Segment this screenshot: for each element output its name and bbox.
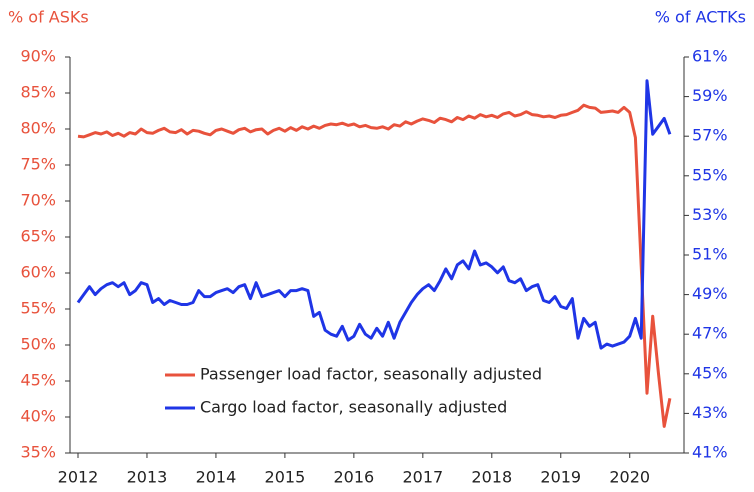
- y2-axis-label: % of ACTKs: [655, 8, 746, 27]
- x-tick-label: 2017: [402, 468, 443, 487]
- y-axis-label: % of ASKs: [8, 8, 89, 27]
- x-tick-label: 2012: [58, 468, 99, 487]
- y-tick-label: 70%: [20, 191, 56, 210]
- series-line: [76, 79, 672, 350]
- y2-tick-label: 61%: [692, 47, 728, 66]
- y2-tick-label: 55%: [692, 165, 728, 184]
- y-tick-label: 55%: [20, 299, 56, 318]
- y2-tick-label: 49%: [692, 284, 728, 303]
- y-tick-label: 90%: [20, 47, 56, 66]
- y-tick-label: 50%: [20, 335, 56, 354]
- y2-tick-label: 43%: [692, 403, 728, 422]
- x-tick-label: 2015: [265, 468, 306, 487]
- x-tick-label: 2019: [540, 468, 581, 487]
- y-tick-label: 45%: [20, 371, 56, 390]
- y-tick-label: 85%: [20, 83, 56, 102]
- y-tick-label: 80%: [20, 119, 56, 138]
- legend-label: Cargo load factor, seasonally adjusted: [200, 398, 507, 417]
- x-tick-label: 2018: [471, 468, 512, 487]
- x-tick-label: 2013: [127, 468, 168, 487]
- series-line: [77, 103, 672, 428]
- legend-label: Passenger load factor, seasonally adjust…: [200, 365, 542, 384]
- y-tick-label: 35%: [20, 443, 56, 462]
- y2-tick-label: 51%: [692, 245, 728, 264]
- x-tick-label: 2016: [334, 468, 375, 487]
- x-tick-label: 2014: [196, 468, 237, 487]
- y-tick-label: 40%: [20, 407, 56, 426]
- y2-tick-label: 47%: [692, 324, 728, 343]
- y-tick-label: 75%: [20, 155, 56, 174]
- y2-tick-label: 57%: [692, 126, 728, 145]
- y-tick-label: 65%: [20, 227, 56, 246]
- y2-tick-label: 53%: [692, 205, 728, 224]
- y2-tick-label: 45%: [692, 363, 728, 382]
- y2-tick-label: 59%: [692, 86, 728, 105]
- y-tick-label: 60%: [20, 263, 56, 282]
- x-tick-label: 2020: [609, 468, 650, 487]
- y2-tick-label: 41%: [692, 443, 728, 462]
